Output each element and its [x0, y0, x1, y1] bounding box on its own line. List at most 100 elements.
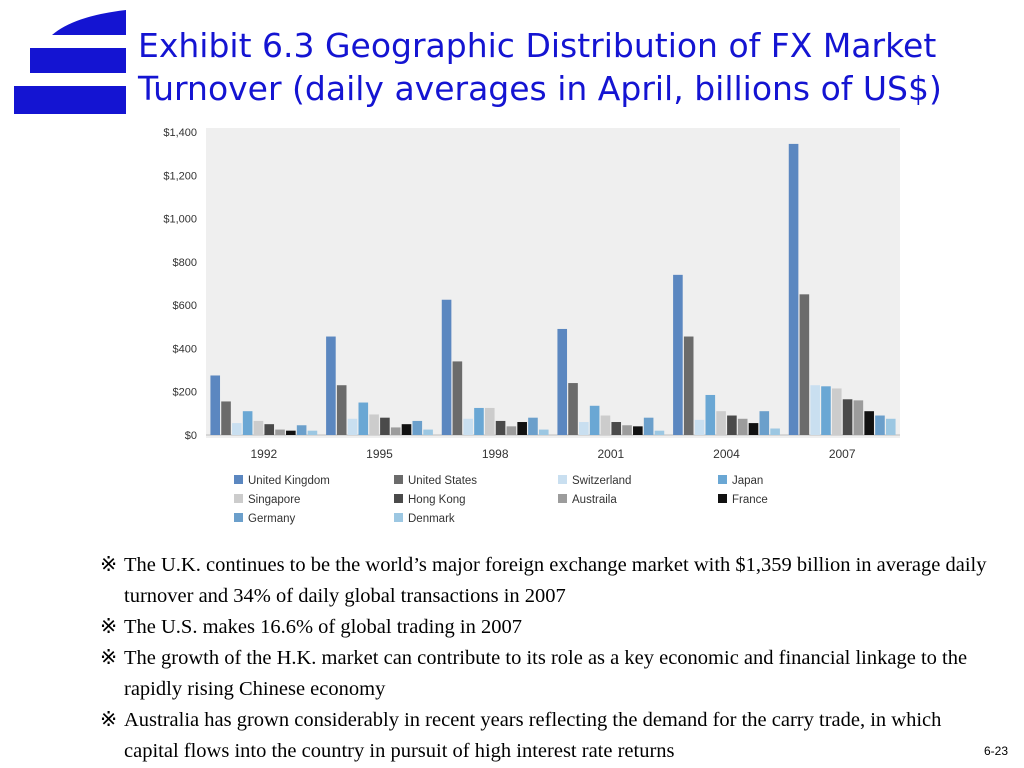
y-tick-label: $1,200	[163, 170, 197, 182]
bar	[232, 423, 242, 435]
bar	[716, 411, 726, 435]
legend-swatch	[234, 475, 243, 484]
x-tick-label: 1998	[482, 447, 509, 461]
bar	[452, 361, 463, 435]
bar	[528, 417, 538, 435]
y-tick-label: $600	[173, 300, 197, 312]
bullet-marker: ※	[100, 709, 118, 731]
bar	[673, 274, 683, 435]
bar	[423, 429, 433, 435]
plot-area	[206, 128, 900, 438]
legend-swatch	[234, 494, 243, 503]
legend-swatch	[394, 513, 403, 522]
legend-label: Hong Kong	[408, 494, 466, 506]
logo-stripe-3	[14, 86, 126, 114]
y-tick-label: $200	[173, 387, 197, 399]
bar	[336, 385, 347, 435]
bar	[221, 401, 231, 435]
bar	[210, 375, 221, 435]
bullet-item: ※ The U.K. continues to be the world’s ma…	[100, 550, 1000, 612]
bar	[369, 414, 379, 435]
bar	[568, 383, 578, 435]
bullet-marker: ※	[100, 647, 118, 669]
legend-swatch	[718, 475, 727, 484]
bar	[538, 429, 549, 435]
bar	[517, 422, 527, 435]
bar	[275, 429, 285, 435]
bar	[737, 418, 748, 435]
bar	[770, 428, 780, 435]
bar	[463, 418, 473, 435]
y-axis-ticks: $0 $200 $400 $600 $800 $1,000 $1,200 $1,400	[163, 127, 900, 442]
bar	[821, 386, 831, 435]
bullet-list: ※ The U.K. continues to be the world’s ma…	[100, 550, 1000, 767]
bar	[347, 418, 358, 435]
legend-label: United States	[408, 475, 477, 487]
x-tick-label: 2001	[597, 447, 624, 461]
bar	[633, 426, 643, 435]
y-tick-label: $1,400	[163, 127, 197, 139]
bar	[810, 385, 820, 435]
bullet-marker: ※	[100, 616, 118, 638]
legend-label: Japan	[732, 475, 763, 487]
bar	[611, 422, 622, 435]
logo-stripe-1	[52, 10, 126, 35]
y-tick-label: $0	[185, 430, 197, 442]
legend-label: Singapore	[248, 494, 300, 506]
bar	[506, 426, 517, 435]
bar	[643, 417, 654, 435]
x-axis-labels: 1992 1995 1998 2001 2004 2007	[250, 447, 855, 461]
legend-swatch	[558, 494, 567, 503]
bars	[210, 143, 896, 435]
bar	[358, 402, 369, 435]
logo	[14, 10, 126, 114]
y-tick-label: $800	[173, 257, 197, 269]
bar	[885, 418, 896, 435]
legend-label: United Kingdom	[248, 475, 330, 487]
legend-label: France	[732, 494, 768, 506]
legend-label: Austraila	[572, 494, 617, 506]
bar	[864, 411, 874, 435]
bar	[831, 388, 842, 435]
page-number: 6-23	[983, 744, 1008, 758]
y-tick-label: $400	[173, 343, 197, 355]
y-tick-label: $1,000	[163, 214, 197, 226]
bar	[853, 400, 864, 435]
x-tick-label: 1995	[366, 447, 393, 461]
legend-label: Switzerland	[572, 475, 631, 487]
bar	[264, 424, 275, 435]
bar	[589, 405, 600, 435]
bar	[683, 336, 694, 435]
bar	[799, 294, 810, 435]
bar	[748, 423, 759, 435]
bullet-text: The U.K. continues to be the world’s maj…	[124, 554, 987, 607]
legend-swatch	[394, 494, 403, 503]
legend-swatch	[558, 475, 567, 484]
bar	[875, 415, 885, 435]
bar	[296, 425, 307, 435]
x-tick-label: 2007	[829, 447, 856, 461]
slide-title-line-2: Turnover (daily averages in April, billi…	[138, 69, 942, 108]
bar	[326, 336, 336, 435]
legend-label: Denmark	[408, 513, 455, 525]
legend-label: Germany	[248, 513, 296, 525]
bar	[286, 430, 296, 435]
bar	[484, 407, 495, 435]
bar	[600, 415, 611, 435]
x-tick-label: 2004	[713, 447, 740, 461]
bullet-text: Australia has grown considerably in rece…	[124, 709, 942, 762]
bullet-text: The U.S. makes 16.6% of global trading i…	[124, 616, 522, 638]
bar	[727, 415, 737, 435]
bar	[380, 417, 390, 435]
bar	[474, 407, 484, 435]
bar	[412, 420, 423, 435]
logo-stripe-2	[30, 48, 126, 73]
bar	[842, 399, 853, 435]
bar	[654, 430, 665, 435]
bar	[242, 411, 253, 435]
bullet-marker: ※	[100, 554, 118, 576]
legend-swatch	[394, 475, 403, 484]
bar	[579, 422, 589, 435]
bar	[788, 143, 799, 435]
bar	[441, 299, 452, 435]
